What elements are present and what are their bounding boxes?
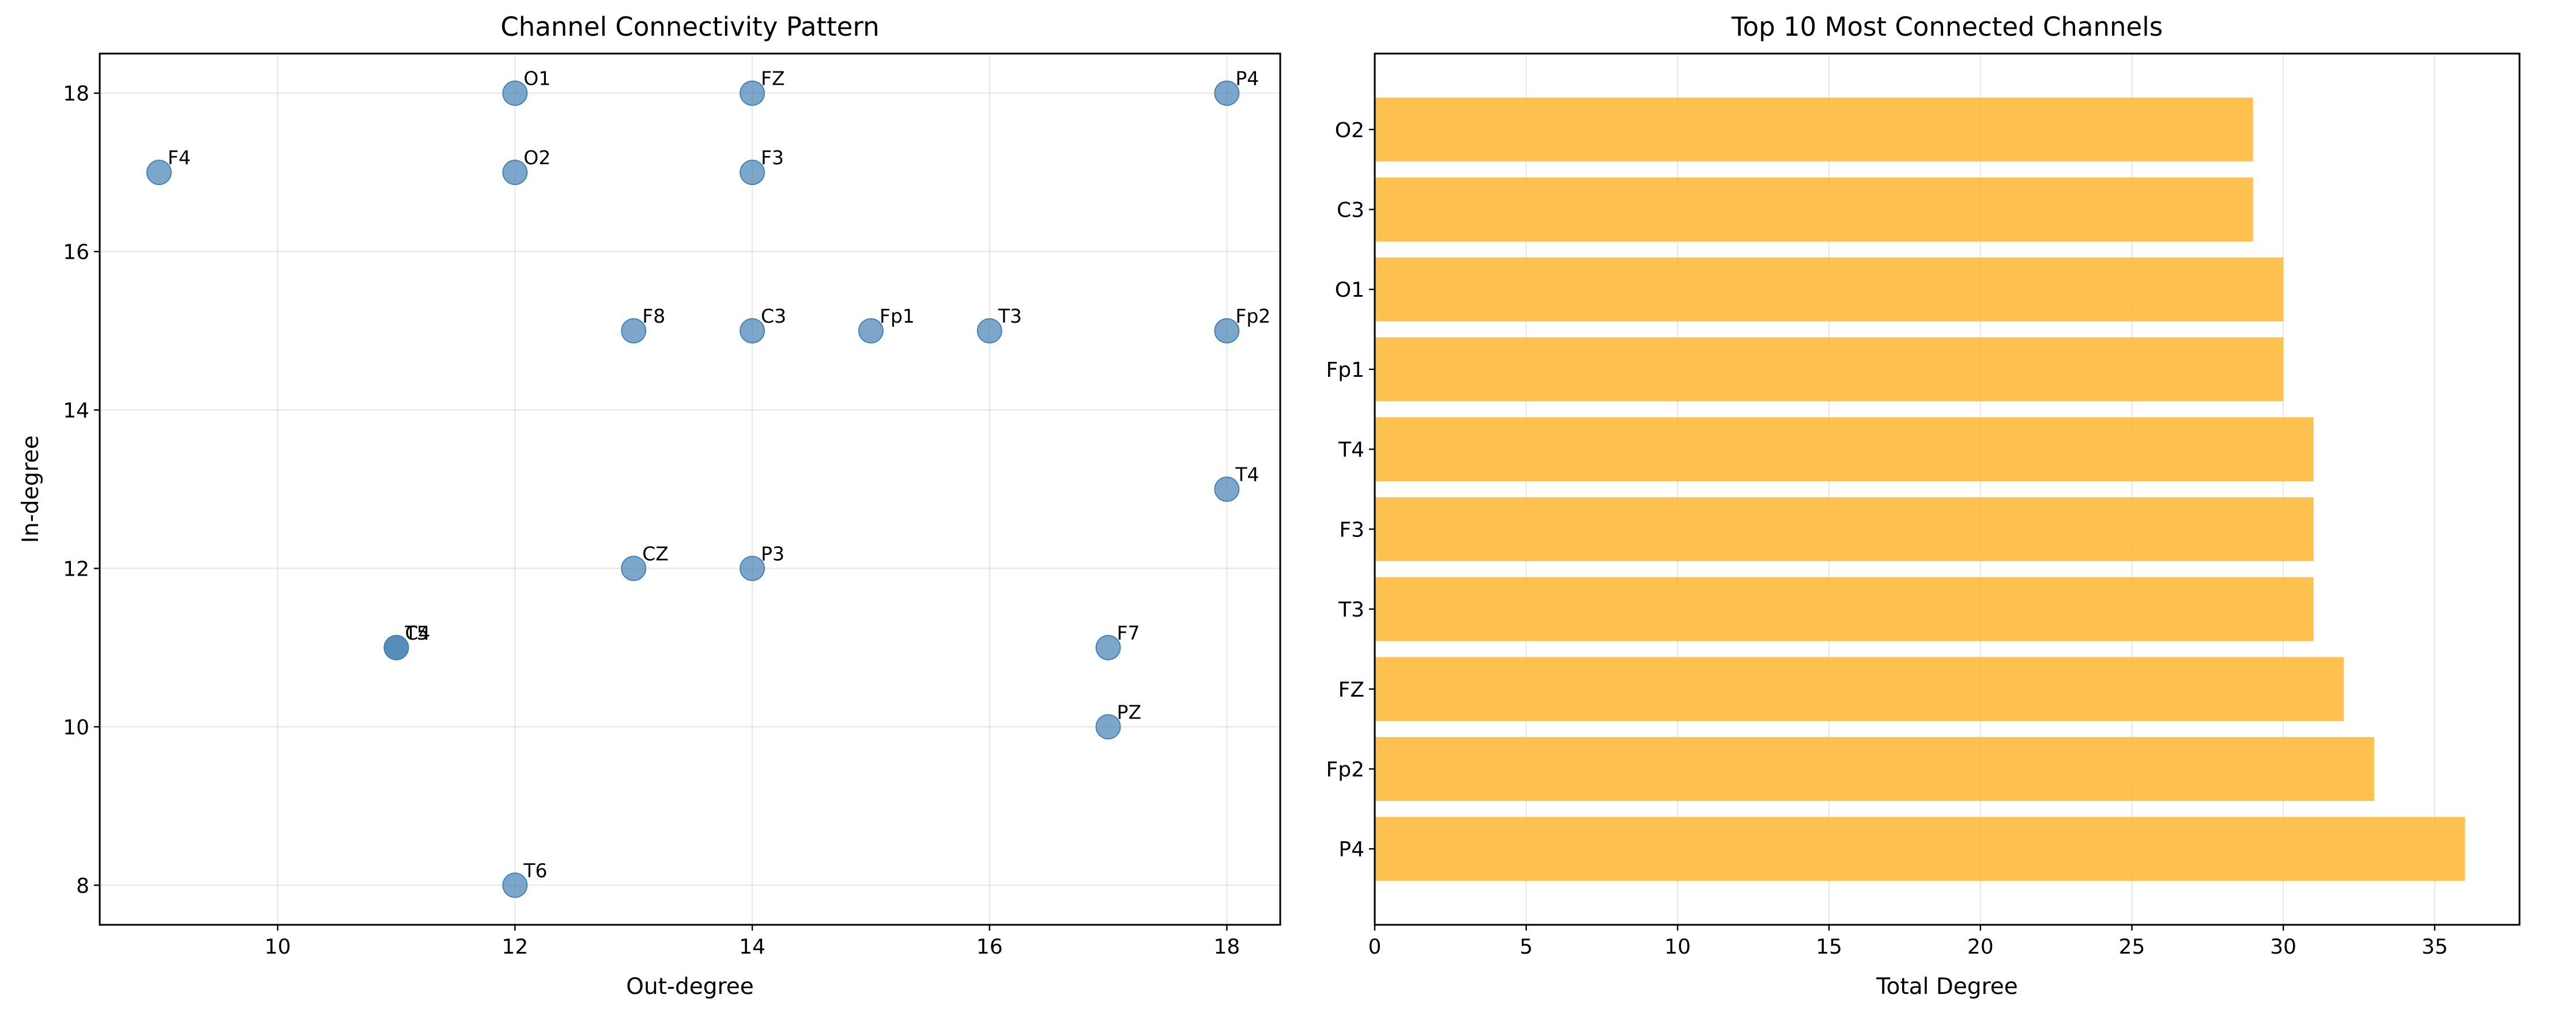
bar-y-ticks: P4 Fp2 FZ T3 F3 T4 Fp1 O1 C3 O2 (1326, 119, 1375, 861)
scatter-point-f4 (146, 160, 172, 186)
bar-category-label: Fp2 (1326, 758, 1364, 782)
scatter-points (146, 80, 1240, 898)
scatter-point-label: FZ (761, 67, 785, 90)
scatter-point-c4 (383, 634, 409, 660)
scatter-point-label: Fp1 (880, 305, 915, 327)
bar-category-label: F3 (1339, 518, 1364, 542)
scatter-y-tick-label: 18 (63, 82, 89, 106)
scatter-point-p3 (740, 555, 765, 581)
scatter-x-tick-label: 14 (739, 935, 765, 959)
scatter-point-t3 (976, 318, 1002, 344)
bar-fp2 (1375, 737, 2374, 801)
bar-category-label: P4 (1338, 838, 1364, 861)
bar-x-tick-label: 10 (1664, 935, 1691, 959)
scatter-point-cz (621, 555, 647, 581)
scatter-x-ticks: 10 12 14 16 18 (265, 925, 1240, 959)
scatter-y-tick-label: 16 (63, 241, 89, 264)
scatter-point-label: P3 (761, 542, 785, 565)
scatter-point-label: C3 (761, 305, 786, 327)
bar-x-tick-label: 15 (1816, 935, 1842, 959)
scatter-point-o1 (502, 80, 528, 106)
scatter-y-tick-label: 12 (63, 557, 89, 581)
scatter-y-axis-label: In-degree (18, 436, 44, 543)
scatter-title: Channel Connectivity Pattern (500, 12, 879, 42)
scatter-point-label: Fp2 (1235, 305, 1270, 327)
scatter-x-tick-label: 18 (1213, 935, 1240, 959)
bar-category-label: FZ (1338, 678, 1364, 702)
scatter-point-p4 (1214, 80, 1240, 106)
scatter-point-f8 (621, 318, 647, 344)
scatter-x-tick-label: 12 (501, 935, 528, 959)
scatter-point-c3 (740, 318, 765, 344)
scatter-point-f7 (1095, 634, 1121, 660)
scatter-point-t6 (502, 872, 528, 898)
bar-fz (1375, 657, 2344, 721)
bar-f3 (1375, 497, 2314, 561)
bar-fp1 (1375, 337, 2284, 402)
bar-o2 (1375, 97, 2253, 162)
scatter-point-label: T3 (998, 305, 1022, 327)
scatter-point-label: F3 (761, 146, 784, 169)
scatter-x-axis-label: Out-degree (626, 974, 753, 1000)
scatter-point-label: CZ (642, 542, 669, 565)
bar-x-tick-label: 25 (2119, 935, 2145, 959)
scatter-y-ticks: 8 10 12 14 16 18 (63, 82, 100, 898)
scatter-y-tick-label: 10 (63, 716, 89, 739)
scatter-point-pz (1095, 714, 1121, 740)
bar-category-label: O1 (1335, 278, 1364, 302)
scatter-point-label: T6 (523, 859, 547, 882)
scatter-point-fp2 (1214, 318, 1240, 344)
scatter-point-label: P4 (1235, 67, 1259, 90)
bar-x-tick-label: 20 (1967, 935, 1994, 959)
scatter-y-tick-label: 8 (76, 874, 89, 898)
scatter-point-t4 (1214, 477, 1240, 502)
scatter-point-o2 (502, 160, 528, 186)
bar-x-tick-label: 35 (2422, 935, 2448, 959)
bar-x-tick-label: 30 (2270, 935, 2296, 959)
scatter-x-tick-label: 16 (976, 935, 1003, 959)
scatter-point-label: C4 (405, 622, 431, 644)
scatter-point-label: O1 (523, 67, 550, 90)
bar-x-tick-label: 5 (1519, 935, 1533, 959)
scatter-point-f3 (740, 160, 765, 186)
bar-category-label: O2 (1335, 119, 1364, 142)
bar-category-label: Fp1 (1326, 358, 1364, 382)
bar-panel: Top 10 Most Connected Channels 0 5 10 15 20 2… (1326, 12, 2521, 1000)
bar-chart-title: Top 10 Most Connected Channels (1731, 12, 2163, 42)
scatter-point-label: F7 (1117, 622, 1140, 644)
bar-x-ticks: 0 5 10 15 20 25 30 35 (1368, 925, 2448, 959)
scatter-frame (99, 52, 1281, 926)
bar-t3 (1375, 577, 2314, 641)
bar-category-label: T3 (1338, 598, 1364, 622)
scatter-point-fp1 (858, 318, 884, 344)
bar-category-label: T4 (1338, 438, 1364, 462)
bar-x-tick-label: 0 (1368, 935, 1382, 959)
scatter-y-tick-label: 14 (63, 399, 89, 423)
bar-p4 (1375, 816, 2465, 881)
bar-o1 (1375, 257, 2284, 322)
scatter-grid (100, 54, 1280, 925)
scatter-point-label: O2 (523, 146, 550, 169)
bar-bars (1375, 97, 2465, 881)
scatter-point-label: F8 (642, 305, 665, 327)
bar-category-label: C3 (1337, 198, 1364, 222)
bar-t4 (1375, 417, 2314, 482)
scatter-x-tick-label: 10 (265, 935, 291, 959)
scatter-point-fz (740, 80, 765, 106)
scatter-point-label: F4 (168, 146, 191, 169)
bar-x-axis-label: Total Degree (1876, 974, 2017, 1000)
scatter-panel: Channel Connectivity Pattern 10 12 14 16 18 … (18, 12, 1281, 1000)
bar-frame (1374, 52, 2521, 926)
scatter-point-label: T5 (405, 622, 429, 644)
scatter-point-label: PZ (1117, 701, 1142, 723)
bar-c3 (1375, 177, 2253, 241)
scatter-point-label: T4 (1235, 463, 1259, 486)
